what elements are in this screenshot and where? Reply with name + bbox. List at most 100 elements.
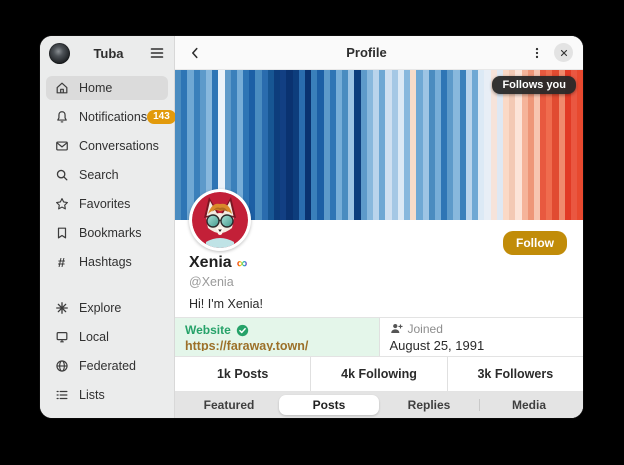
banner-stripe <box>509 70 516 220</box>
banner-stripe <box>527 70 534 220</box>
banner-stripe <box>484 70 491 220</box>
banner-stripe <box>212 70 219 220</box>
sidebar-item-lists[interactable]: Lists <box>46 383 168 407</box>
banner-stripe <box>230 70 237 220</box>
sidebar-item-explore[interactable]: Explore <box>46 296 168 320</box>
stat-posts[interactable]: 1k Posts <box>216 367 269 381</box>
banner-stripe <box>422 70 429 220</box>
sidebar-item-favorites[interactable]: Favorites <box>46 192 168 216</box>
sidebar-item-label: Local <box>79 330 109 344</box>
sidebar-item-notifications[interactable]: Notifications 143 <box>46 105 176 129</box>
banner-stripe <box>292 70 299 220</box>
banner-stripe <box>577 70 583 220</box>
search-icon <box>54 168 69 183</box>
sidebar-item-label: Conversations <box>79 139 159 153</box>
banner-stripe <box>558 70 565 220</box>
sidebar-item-home[interactable]: Home <box>46 76 168 100</box>
menu-burger-icon[interactable] <box>149 45 165 61</box>
banner-stripe <box>267 70 274 220</box>
sidebar-item-label: Lists <box>79 388 105 402</box>
follow-button[interactable]: Follow <box>503 231 567 255</box>
tab-posts[interactable]: Posts <box>279 395 379 415</box>
display-name: Xenia <box>189 254 232 271</box>
sidebar-item-federated[interactable]: Federated <box>46 354 168 378</box>
sidebar-item-local[interactable]: Local <box>46 325 168 349</box>
page-title: Profile <box>346 45 387 60</box>
banner-stripe <box>175 70 182 220</box>
stat-following[interactable]: 4k Following <box>310 357 446 391</box>
banner-stripe <box>311 70 318 220</box>
main-header: Profile <box>175 36 583 70</box>
banner-stripe <box>459 70 466 220</box>
sidebar-item-label: Explore <box>79 301 122 315</box>
sidebar-item-hashtags[interactable]: # Hashtags <box>46 250 168 274</box>
field-website-label: Website <box>185 323 231 337</box>
banner-stripe <box>342 70 349 220</box>
profile-avatar[interactable] <box>189 189 251 251</box>
tab-media[interactable]: Media <box>479 395 579 415</box>
bookmark-icon <box>54 226 69 241</box>
sidebar-item-bookmarks[interactable]: Bookmarks <box>46 221 168 245</box>
back-button[interactable] <box>185 43 205 63</box>
banner-stripe <box>181 70 188 220</box>
field-joined-label: Joined <box>407 321 443 336</box>
banner-stripe <box>274 70 281 220</box>
profile-bio: Hi! I'm Xenia! <box>189 297 263 311</box>
website-link[interactable]: https://faraway.town/ <box>185 339 309 351</box>
banner-stripe <box>298 70 305 220</box>
banner-stripe <box>478 70 485 220</box>
banner-stripe <box>441 70 448 220</box>
banner-stripe <box>286 70 293 220</box>
field-joined: Joined August 25, 1991 <box>378 318 584 356</box>
stat-followers[interactable]: 3k Followers <box>446 357 583 391</box>
banner-stripe <box>447 70 454 220</box>
sidebar: Tuba Home Notifications 143 <box>40 36 176 418</box>
banner-stripe <box>236 70 244 220</box>
banner-stripe <box>465 70 472 220</box>
person-add-icon <box>390 322 403 335</box>
hash-icon: # <box>57 254 66 270</box>
tab-replies[interactable]: Replies <box>407 398 451 412</box>
banner-stripe <box>360 70 367 220</box>
joined-date: August 25, 1991 <box>389 337 485 353</box>
banner-stripe <box>502 70 510 220</box>
banner-stripe <box>348 70 355 220</box>
banner-stripe <box>385 70 392 220</box>
banner-stripe <box>379 70 386 220</box>
banner-stripe <box>490 70 497 220</box>
sidebar-header: Tuba <box>40 36 174 70</box>
banner-stripe <box>243 70 250 220</box>
banner-stripe <box>416 70 423 220</box>
app-window: Tuba Home Notifications 143 <box>40 36 583 418</box>
banner-stripe <box>391 70 398 220</box>
banner-stripe <box>193 70 200 220</box>
banner-stripe <box>515 70 522 220</box>
sidebar-section-divider <box>46 279 168 296</box>
account-handle: @Xenia <box>189 275 234 289</box>
profile-banner-warming-stripes[interactable]: Follows you <box>175 70 583 220</box>
home-icon <box>54 81 69 96</box>
close-button[interactable] <box>554 43 573 62</box>
profile-head: Follow Xenia ∞ @Xenia Hi! I'm Xenia! <box>175 189 583 317</box>
banner-stripe <box>205 70 213 220</box>
banner-stripe <box>428 70 435 220</box>
banner-stripe <box>199 70 206 220</box>
account-avatar[interactable] <box>49 42 70 64</box>
tab-featured[interactable]: Featured <box>203 398 255 412</box>
banner-stripe <box>280 70 287 220</box>
banner-stripe <box>366 70 373 220</box>
profile-fields: Website https://faraway.town/ Joined Aug… <box>175 317 583 357</box>
banner-stripe <box>496 70 503 220</box>
list-icon <box>54 388 69 403</box>
banner-stripe <box>354 70 361 220</box>
banner-stripe <box>540 70 547 220</box>
sidebar-item-search[interactable]: Search <box>46 163 168 187</box>
globe-icon <box>54 359 69 374</box>
banner-stripe <box>533 70 541 220</box>
kebab-menu-icon[interactable] <box>528 44 546 62</box>
banner-stripe <box>329 70 336 220</box>
bell-icon <box>54 110 69 125</box>
sidebar-item-conversations[interactable]: Conversations <box>46 134 168 158</box>
sidebar-item-label: Hashtags <box>79 255 132 269</box>
banner-stripe <box>249 70 256 220</box>
